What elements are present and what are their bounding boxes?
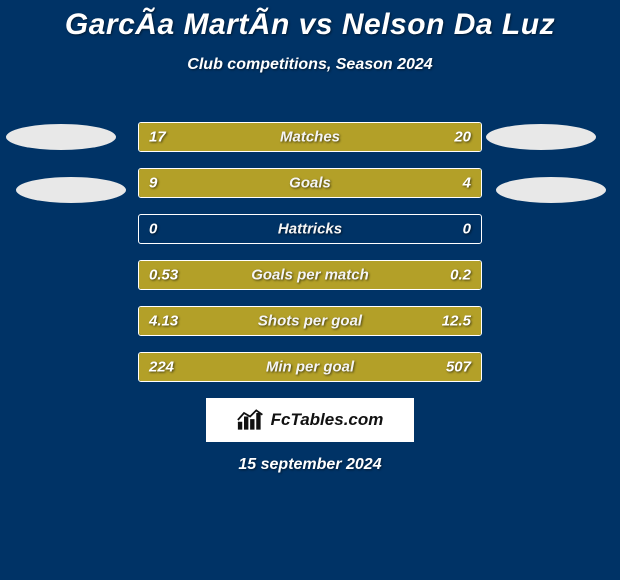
stat-label: Goals — [289, 175, 331, 192]
brand-name: FcTables.com — [271, 410, 384, 430]
vs-label: vs — [299, 8, 342, 41]
stat-value-right: 12.5 — [442, 313, 471, 330]
player-photo-placeholder — [486, 124, 596, 150]
stat-value-left: 17 — [149, 129, 166, 146]
player-left-name: GarcÃa MartÃn — [65, 8, 290, 41]
stat-row: 17 Matches 20 — [138, 122, 482, 152]
stat-value-left: 0.53 — [149, 267, 178, 284]
stat-row: 224 Min per goal 507 — [138, 352, 482, 382]
stats-container: 17 Matches 20 9 Goals 4 0 Hattricks 0 0.53 Goals p… — [138, 122, 482, 398]
stat-row: 0.53 Goals per match 0.2 — [138, 260, 482, 290]
player-photo-placeholder — [6, 124, 116, 150]
stat-value-left: 224 — [149, 359, 174, 376]
stat-label: Min per goal — [266, 359, 354, 376]
page-title: GarcÃa MartÃn vs Nelson Da Luz — [0, 0, 620, 42]
stat-label: Shots per goal — [258, 313, 362, 330]
stat-value-left: 4.13 — [149, 313, 178, 330]
stat-row: 9 Goals 4 — [138, 168, 482, 198]
stat-row: 0 Hattricks 0 — [138, 214, 482, 244]
player-photo-placeholder — [496, 177, 606, 203]
subtitle: Club competitions, Season 2024 — [0, 56, 620, 74]
brand-box: FcTables.com — [206, 398, 414, 442]
brand-chart-icon — [237, 409, 265, 431]
stat-fill-left — [139, 169, 375, 197]
date-label: 15 september 2024 — [0, 456, 620, 474]
stat-value-right: 507 — [446, 359, 471, 376]
stat-value-right: 4 — [463, 175, 471, 192]
player-photo-placeholder — [16, 177, 126, 203]
stat-value-right: 0 — [463, 221, 471, 238]
stat-value-right: 0.2 — [450, 267, 471, 284]
stat-label: Matches — [280, 129, 340, 146]
stat-row: 4.13 Shots per goal 12.5 — [138, 306, 482, 336]
player-right-name: Nelson Da Luz — [342, 8, 555, 41]
stat-label: Goals per match — [251, 267, 369, 284]
stat-value-right: 20 — [454, 129, 471, 146]
stat-value-left: 0 — [149, 221, 157, 238]
stat-value-left: 9 — [149, 175, 157, 192]
stat-label: Hattricks — [278, 221, 342, 238]
